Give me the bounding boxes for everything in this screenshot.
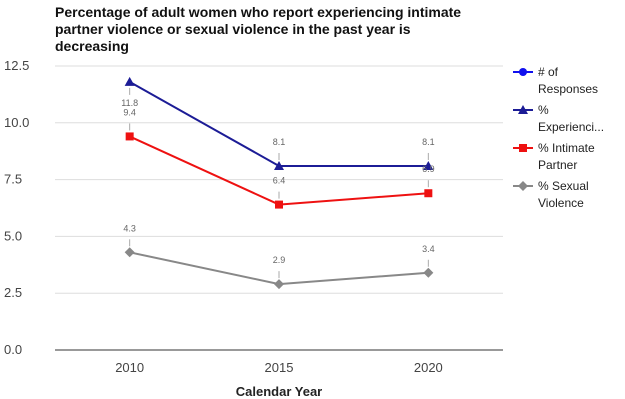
legend-item[interactable]: % Experienci... bbox=[512, 102, 622, 136]
marker bbox=[124, 76, 135, 86]
x-axis-label: Calendar Year bbox=[236, 384, 322, 399]
data-label: 9.4 bbox=[123, 107, 136, 117]
marker bbox=[275, 200, 283, 209]
data-label: 6.4 bbox=[273, 176, 286, 186]
legend-swatch bbox=[513, 181, 533, 191]
legend-swatch bbox=[513, 68, 533, 76]
y-tick-label: 0.0 bbox=[4, 342, 22, 357]
legend: # of Responses % Experienci... % Intimate … bbox=[512, 64, 622, 216]
y-tick-label: 5.0 bbox=[4, 228, 22, 243]
x-tick-label: 2010 bbox=[115, 360, 144, 375]
marker bbox=[125, 132, 134, 141]
y-tick-label: 10.0 bbox=[4, 115, 29, 130]
data-label: 11.8 bbox=[121, 98, 138, 108]
x-tick-label: 2015 bbox=[265, 360, 294, 375]
marker bbox=[424, 189, 433, 198]
marker bbox=[519, 144, 527, 152]
marker bbox=[274, 160, 284, 170]
y-tick-label: 12.5 bbox=[4, 58, 29, 73]
marker bbox=[423, 160, 434, 170]
marker bbox=[519, 68, 527, 76]
data-label: 6.9 bbox=[422, 164, 435, 174]
legend-label: % Experienci... bbox=[538, 103, 605, 134]
data-label: 3.4 bbox=[422, 244, 435, 254]
legend-swatch bbox=[513, 105, 533, 114]
legend-item[interactable]: % Intimate Partner bbox=[512, 140, 622, 174]
x-tick-label: 2020 bbox=[414, 360, 443, 375]
data-label: 8.1 bbox=[422, 137, 435, 147]
chart-title: Percentage of adult women who report exp… bbox=[55, 4, 462, 54]
marker bbox=[274, 279, 284, 290]
legend-label: % Sexual Violence bbox=[538, 179, 589, 210]
legend-swatch bbox=[513, 144, 533, 152]
marker bbox=[423, 267, 434, 278]
y-tick-label: 2.5 bbox=[4, 285, 22, 300]
marker bbox=[124, 247, 135, 258]
y-tick-label: 7.5 bbox=[4, 172, 22, 187]
data-label: 2.9 bbox=[273, 255, 286, 265]
marker bbox=[518, 181, 528, 191]
data-label: 4.3 bbox=[123, 223, 136, 233]
data-label: 8.1 bbox=[273, 137, 286, 147]
marker bbox=[518, 105, 528, 114]
legend-label: % Intimate Partner bbox=[538, 141, 595, 172]
legend-item[interactable]: % Sexual Violence bbox=[512, 178, 622, 212]
legend-item[interactable]: # of Responses bbox=[512, 64, 622, 98]
legend-label: # of Responses bbox=[538, 65, 599, 96]
